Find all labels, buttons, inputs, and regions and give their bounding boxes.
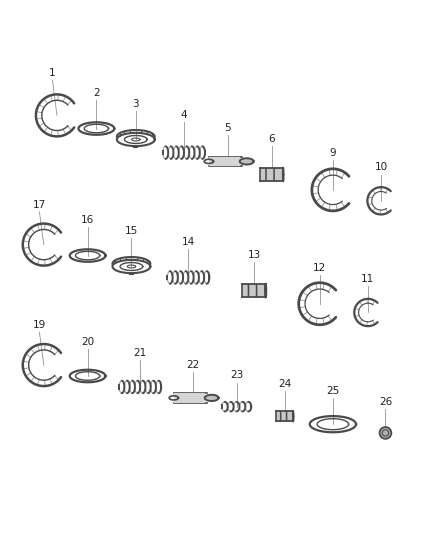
Text: 1: 1: [49, 68, 56, 78]
Text: 16: 16: [81, 215, 94, 225]
Text: 25: 25: [326, 386, 339, 395]
FancyBboxPatch shape: [209, 157, 240, 166]
Text: 20: 20: [81, 337, 94, 346]
Text: 3: 3: [132, 99, 139, 109]
Circle shape: [380, 427, 391, 439]
Text: 2: 2: [93, 88, 100, 98]
Text: 12: 12: [313, 263, 326, 273]
Text: 19: 19: [33, 320, 46, 330]
FancyBboxPatch shape: [243, 284, 265, 297]
Ellipse shape: [240, 158, 254, 165]
Text: 21: 21: [134, 348, 147, 358]
Text: 6: 6: [268, 134, 275, 144]
Text: 22: 22: [186, 360, 199, 370]
Text: 26: 26: [379, 397, 392, 407]
FancyBboxPatch shape: [276, 411, 293, 421]
Text: 10: 10: [374, 163, 388, 172]
Text: 23: 23: [230, 370, 243, 381]
Ellipse shape: [205, 395, 219, 401]
Text: 5: 5: [224, 123, 231, 133]
FancyBboxPatch shape: [260, 168, 283, 181]
Text: 14: 14: [182, 237, 195, 247]
FancyBboxPatch shape: [174, 393, 205, 402]
Text: 9: 9: [329, 148, 336, 158]
Text: 13: 13: [247, 250, 261, 260]
Text: 24: 24: [278, 379, 291, 389]
Text: 11: 11: [361, 274, 374, 284]
Text: 4: 4: [180, 110, 187, 120]
Text: 17: 17: [33, 199, 46, 209]
Text: 15: 15: [125, 226, 138, 236]
